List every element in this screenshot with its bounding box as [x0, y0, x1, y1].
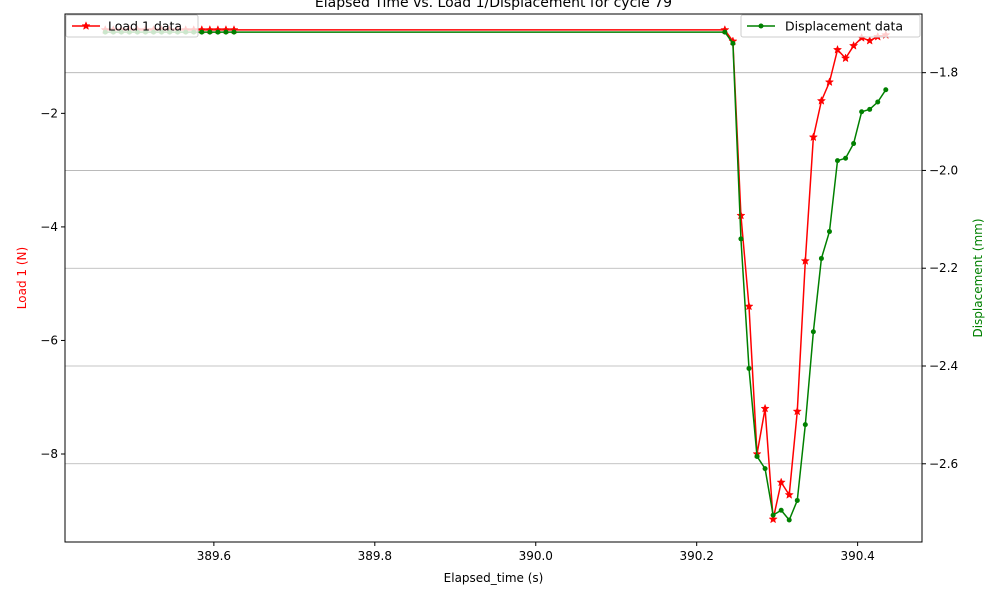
y-left-tick-label-1: −4 [40, 220, 58, 234]
y-left-tick-label-3: −8 [40, 447, 58, 461]
load-point-29 [816, 95, 827, 105]
load-point-22 [760, 403, 770, 413]
displacement-point-37 [883, 87, 889, 93]
y-axis-left: −2 −4 −6 −8 [40, 106, 65, 461]
x-tick-label-2: 390.0 [519, 549, 553, 563]
load-point-26 [792, 406, 802, 416]
displacement-point-13 [207, 29, 213, 35]
displacement-point-32 [843, 155, 849, 161]
load-point-25 [784, 489, 794, 499]
y-right-tick-label-1: −2.0 [929, 163, 958, 177]
series-displacement [102, 29, 889, 523]
displacement-point-27 [802, 422, 808, 428]
y-axis-left-title: Load 1 (N) [15, 247, 29, 309]
displacement-point-35 [867, 106, 873, 112]
displacement-point-12 [199, 29, 205, 35]
displacement-point-30 [826, 229, 832, 235]
displacement-point-19 [738, 236, 744, 242]
series-line-0 [105, 29, 886, 521]
displacement-point-20 [746, 365, 752, 371]
x-axis: 389.6 389.8 390.0 390.2 390.4 [197, 542, 875, 563]
load-point-23 [768, 514, 778, 524]
load-point-30 [824, 77, 835, 87]
displacement-point-25 [786, 517, 792, 523]
displacement-point-21 [754, 453, 760, 459]
legend-load-marker [81, 21, 91, 30]
displacement-point-33 [851, 141, 857, 147]
x-tick-label-1: 389.8 [358, 549, 392, 563]
displacement-point-16 [231, 29, 237, 35]
displacement-point-26 [794, 497, 800, 503]
y-right-tick-label-0: −1.8 [929, 66, 958, 80]
series-line-1 [105, 31, 887, 521]
load-point-31 [832, 44, 843, 54]
load-point-33 [848, 40, 859, 50]
x-tick-label-0: 389.6 [197, 549, 231, 563]
y-right-tick-label-2: −2.2 [929, 261, 958, 275]
x-tick-label-4: 390.4 [840, 549, 874, 563]
displacement-point-31 [835, 158, 841, 164]
x-axis-title: Elapsed_time (s) [444, 571, 544, 585]
load-point-35 [865, 35, 875, 45]
displacement-point-34 [859, 109, 865, 115]
legend-displacement-label: Displacement data [785, 19, 903, 34]
grid-lines [65, 72, 922, 465]
displacement-point-17 [722, 29, 728, 35]
displacement-point-23 [770, 512, 776, 518]
y-right-tick-label-4: −2.6 [929, 457, 958, 471]
legend-load: Load 1 data [65, 14, 199, 38]
y-right-tick-label-3: −2.4 [929, 359, 958, 373]
x-tick-label-3: 390.2 [680, 549, 714, 563]
displacement-point-14 [215, 29, 221, 35]
load-point-28 [808, 132, 819, 142]
plot-area-frame [64, 13, 923, 543]
series-layer [100, 25, 891, 524]
load-point-32 [840, 53, 851, 63]
y-left-tick-label-0: −2 [40, 106, 58, 120]
displacement-point-28 [810, 329, 816, 335]
load-point-24 [776, 477, 786, 487]
y-axis-right-title: Displacement (mm) [971, 218, 985, 337]
y-axis-right: −1.8 −2.0 −2.2 −2.4 −2.6 [922, 66, 958, 471]
displacement-point-29 [818, 255, 824, 261]
legend-displacement: Displacement data [740, 14, 921, 38]
legend-load-label: Load 1 data [108, 19, 182, 34]
series-load [100, 25, 891, 524]
displacement-point-22 [762, 466, 768, 472]
displacement-point-36 [875, 99, 881, 105]
y-left-tick-label-2: −6 [40, 333, 58, 347]
displacement-point-24 [778, 507, 784, 513]
load-point-20 [744, 301, 754, 311]
chart-title: Elapsed Time vs. Load 1/Displacement for… [315, 0, 672, 11]
displacement-point-15 [223, 29, 229, 35]
load-point-19 [736, 210, 746, 220]
displacement-point-18 [730, 40, 736, 46]
legend-displacement-marker [758, 23, 764, 29]
load-point-27 [800, 256, 810, 265]
